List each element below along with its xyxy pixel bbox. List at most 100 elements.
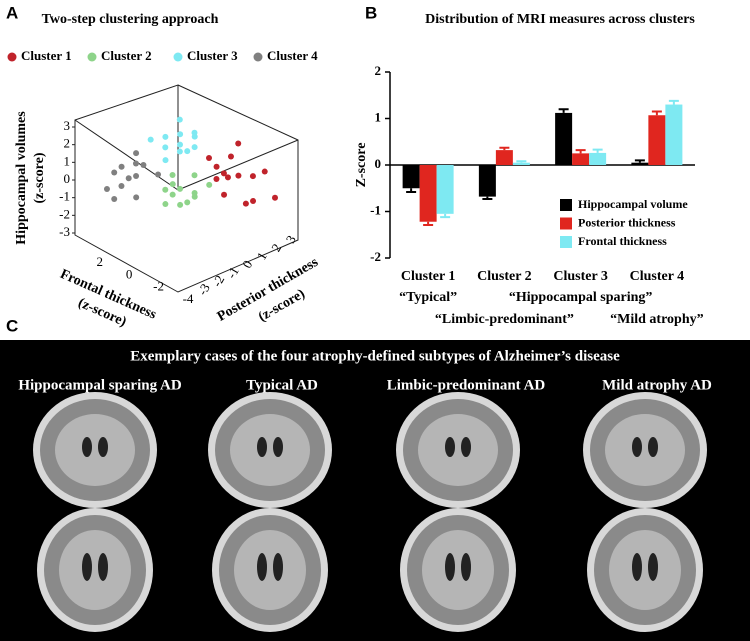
scatter-point <box>111 169 118 176</box>
scatter-point <box>184 199 191 206</box>
z-tick-label: -1 <box>59 189 70 204</box>
bar <box>631 162 649 165</box>
scatter-point <box>227 153 234 160</box>
panel-letter: A <box>6 3 18 22</box>
scatter-point <box>213 163 220 170</box>
bar <box>402 165 420 189</box>
z-tick-label: 3 <box>64 118 71 133</box>
scatter-point <box>221 191 228 198</box>
x-tick-label: Cluster 4 <box>630 269 685 284</box>
bar <box>419 165 437 222</box>
legend-marker <box>7 52 17 62</box>
brain-core <box>605 414 685 486</box>
scatter-point <box>177 141 183 148</box>
category-note: “Limbic-predominant” <box>435 312 574 327</box>
bar <box>436 165 454 214</box>
x-tick-label: 0 <box>126 266 133 281</box>
scatter-point <box>162 157 169 164</box>
brain-image <box>587 508 703 632</box>
subtype-label: Hippocampal sparing AD <box>18 377 182 393</box>
scatter-point <box>177 201 184 208</box>
scatter-point <box>261 168 268 175</box>
bar <box>648 115 666 165</box>
z-tick-label: 1 <box>64 153 71 168</box>
subtype-label: Limbic-predominant AD <box>387 377 546 393</box>
scatter-point <box>176 116 183 123</box>
scatter-point <box>132 160 139 167</box>
legend-label: Cluster 2 <box>101 48 152 63</box>
bar <box>555 112 573 165</box>
scatter-point <box>206 155 212 162</box>
legend-swatch <box>560 199 572 211</box>
scatter-point <box>103 186 110 193</box>
error-bar <box>440 213 451 219</box>
ventricle <box>461 553 471 581</box>
ventricle <box>445 437 455 457</box>
scatter-point <box>242 200 249 207</box>
ventricle <box>98 553 108 581</box>
scatter-point <box>250 198 257 205</box>
scatter-point <box>162 201 169 208</box>
scatter-point <box>169 181 176 188</box>
error-bar <box>575 149 586 154</box>
subtype-label: Mild atrophy AD <box>602 377 712 393</box>
x-tick-label: Cluster 3 <box>553 269 608 284</box>
scatter-point <box>169 171 176 178</box>
brain-image <box>212 508 328 632</box>
scatter-point <box>191 193 198 200</box>
brain-core <box>55 414 135 486</box>
brain-core <box>230 414 310 486</box>
panel-c-title: Exemplary cases of the four atrophy-defi… <box>130 348 620 364</box>
panel-letter: C <box>6 316 18 335</box>
error-bar <box>634 159 645 163</box>
legend-swatch <box>560 217 572 230</box>
z-tick-label: 2 <box>64 136 71 151</box>
brain-image <box>37 508 153 632</box>
y-tick-label: 2 <box>375 63 382 78</box>
y-tick-label: -1 <box>370 202 381 217</box>
scatter-point <box>133 173 140 180</box>
category-note: “Hippocampal sparing” <box>509 290 653 305</box>
z-axis-label: Hippocampal volumes <box>14 111 29 245</box>
legend-marker <box>87 52 97 62</box>
scatter-point <box>118 182 125 189</box>
z-tick-label: -2 <box>59 206 70 221</box>
scatter-point <box>133 194 140 201</box>
bar <box>665 104 683 165</box>
ventricle <box>82 437 92 457</box>
ventricle <box>632 553 642 581</box>
ventricle <box>98 437 108 457</box>
scatter-point <box>213 175 220 182</box>
ventricle <box>648 437 658 457</box>
y-tick-label: 0 <box>375 156 382 171</box>
y-tick-label: 1 <box>254 249 270 262</box>
scatter-point <box>169 191 176 198</box>
subtype-label: Typical AD <box>246 377 318 393</box>
scatter-point <box>162 186 169 193</box>
scatter-point <box>206 181 213 188</box>
error-bar <box>592 148 603 153</box>
scatter-point <box>220 170 227 177</box>
legend-label: Frontal thickness <box>578 234 667 248</box>
z-tick-label: -3 <box>59 224 70 239</box>
ventricle <box>632 437 642 457</box>
x-tick-label: -2 <box>153 279 164 294</box>
scatter-point <box>147 136 154 143</box>
error-bar <box>651 110 662 116</box>
error-bar <box>558 108 569 113</box>
scatter-point <box>184 148 191 155</box>
scatter-point <box>140 161 147 168</box>
y-tick-label: -2 <box>370 249 381 264</box>
bar <box>572 153 590 165</box>
y-tick-label: 3 <box>283 233 299 246</box>
ventricle <box>257 437 267 457</box>
brain-core <box>609 530 681 610</box>
legend-label: Posterior thickness <box>578 215 676 229</box>
scatter-point <box>177 185 183 192</box>
legend-label: Cluster 3 <box>187 48 238 63</box>
x-tick-label: -4 <box>183 291 194 306</box>
scatter-point <box>118 163 125 170</box>
scatter-point <box>191 172 198 179</box>
scatter-point <box>177 131 184 138</box>
scatter-point <box>133 150 140 157</box>
